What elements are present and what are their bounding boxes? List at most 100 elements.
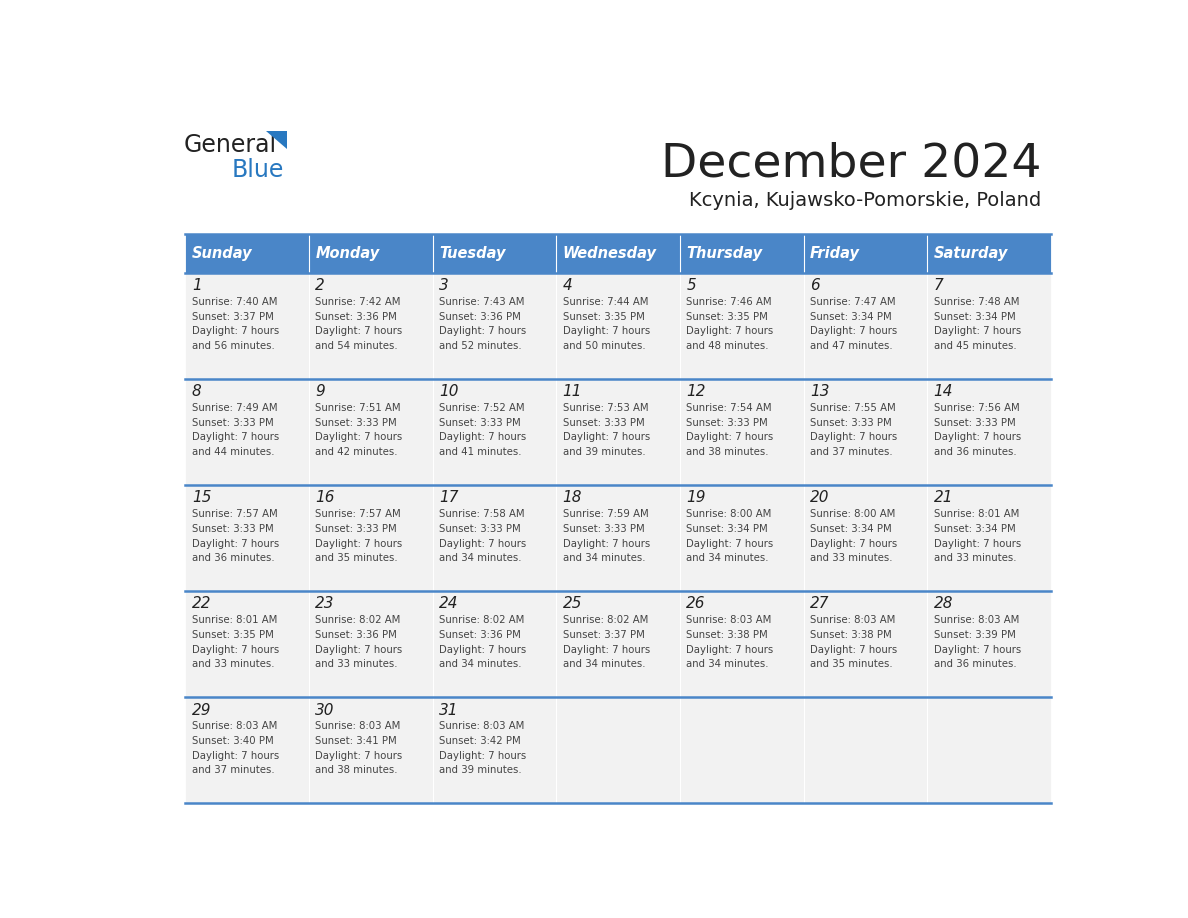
Text: 21: 21 xyxy=(934,490,953,506)
Text: and 56 minutes.: and 56 minutes. xyxy=(191,341,274,352)
Text: 11: 11 xyxy=(563,385,582,399)
Text: Sunrise: 8:00 AM: Sunrise: 8:00 AM xyxy=(810,509,896,519)
Text: Sunset: 3:34 PM: Sunset: 3:34 PM xyxy=(810,523,892,533)
Text: and 33 minutes.: and 33 minutes. xyxy=(315,659,398,669)
Text: Daylight: 7 hours: Daylight: 7 hours xyxy=(810,644,897,655)
Text: 13: 13 xyxy=(810,385,829,399)
Text: Sunrise: 7:42 AM: Sunrise: 7:42 AM xyxy=(315,297,400,307)
Text: 23: 23 xyxy=(315,597,335,611)
Text: Sunrise: 8:00 AM: Sunrise: 8:00 AM xyxy=(687,509,772,519)
Text: 12: 12 xyxy=(687,385,706,399)
Text: and 35 minutes.: and 35 minutes. xyxy=(810,659,892,669)
Text: December 2024: December 2024 xyxy=(661,142,1042,187)
Text: 10: 10 xyxy=(440,385,459,399)
Text: Sunrise: 7:52 AM: Sunrise: 7:52 AM xyxy=(440,403,525,413)
Text: and 33 minutes.: and 33 minutes. xyxy=(191,659,274,669)
Text: Sunset: 3:42 PM: Sunset: 3:42 PM xyxy=(440,735,520,745)
Text: 3: 3 xyxy=(440,278,449,294)
Text: Sunset: 3:38 PM: Sunset: 3:38 PM xyxy=(810,630,892,640)
Bar xyxy=(556,234,680,273)
Text: Sunrise: 7:51 AM: Sunrise: 7:51 AM xyxy=(315,403,402,413)
Bar xyxy=(927,591,1051,697)
Bar xyxy=(309,234,432,273)
Text: Sunset: 3:33 PM: Sunset: 3:33 PM xyxy=(191,523,273,533)
Text: and 34 minutes.: and 34 minutes. xyxy=(687,659,769,669)
Text: Sunrise: 7:49 AM: Sunrise: 7:49 AM xyxy=(191,403,277,413)
Bar xyxy=(680,273,803,379)
Text: 4: 4 xyxy=(563,278,573,294)
Text: 9: 9 xyxy=(315,385,326,399)
Text: Daylight: 7 hours: Daylight: 7 hours xyxy=(440,751,526,761)
Text: and 39 minutes.: and 39 minutes. xyxy=(440,766,522,776)
Bar xyxy=(803,234,927,273)
Text: 22: 22 xyxy=(191,597,211,611)
Text: 30: 30 xyxy=(315,702,335,718)
Text: Sunset: 3:33 PM: Sunset: 3:33 PM xyxy=(810,418,892,428)
Text: and 33 minutes.: and 33 minutes. xyxy=(810,554,892,564)
Text: Sunset: 3:36 PM: Sunset: 3:36 PM xyxy=(440,630,520,640)
Text: and 34 minutes.: and 34 minutes. xyxy=(563,659,645,669)
Text: Daylight: 7 hours: Daylight: 7 hours xyxy=(563,644,650,655)
Text: Sunset: 3:33 PM: Sunset: 3:33 PM xyxy=(440,523,520,533)
Bar xyxy=(927,234,1051,273)
Text: Sunset: 3:33 PM: Sunset: 3:33 PM xyxy=(563,418,644,428)
Text: Friday: Friday xyxy=(810,246,860,261)
Text: Daylight: 7 hours: Daylight: 7 hours xyxy=(563,327,650,337)
Text: Sunset: 3:34 PM: Sunset: 3:34 PM xyxy=(687,523,769,533)
Text: and 36 minutes.: and 36 minutes. xyxy=(191,554,274,564)
Text: Sunrise: 7:44 AM: Sunrise: 7:44 AM xyxy=(563,297,649,307)
Text: Sunrise: 7:57 AM: Sunrise: 7:57 AM xyxy=(315,509,402,519)
Bar xyxy=(680,697,803,803)
Text: and 37 minutes.: and 37 minutes. xyxy=(191,766,274,776)
Text: Sunrise: 7:53 AM: Sunrise: 7:53 AM xyxy=(563,403,649,413)
Text: Daylight: 7 hours: Daylight: 7 hours xyxy=(563,432,650,442)
Text: 6: 6 xyxy=(810,278,820,294)
Bar xyxy=(680,234,803,273)
Bar xyxy=(680,485,803,591)
Text: Sunset: 3:37 PM: Sunset: 3:37 PM xyxy=(563,630,645,640)
Text: Daylight: 7 hours: Daylight: 7 hours xyxy=(563,539,650,549)
Text: Daylight: 7 hours: Daylight: 7 hours xyxy=(687,644,773,655)
Text: Sunrise: 7:57 AM: Sunrise: 7:57 AM xyxy=(191,509,278,519)
Text: Wednesday: Wednesday xyxy=(563,246,657,261)
Bar xyxy=(680,591,803,697)
Text: Daylight: 7 hours: Daylight: 7 hours xyxy=(191,327,279,337)
Bar xyxy=(556,273,680,379)
Text: Daylight: 7 hours: Daylight: 7 hours xyxy=(191,539,279,549)
Text: 27: 27 xyxy=(810,597,829,611)
Text: Sunrise: 7:54 AM: Sunrise: 7:54 AM xyxy=(687,403,772,413)
Text: Sunset: 3:41 PM: Sunset: 3:41 PM xyxy=(315,735,397,745)
Text: Daylight: 7 hours: Daylight: 7 hours xyxy=(191,432,279,442)
Text: and 37 minutes.: and 37 minutes. xyxy=(810,447,892,457)
Text: Sunrise: 8:01 AM: Sunrise: 8:01 AM xyxy=(934,509,1019,519)
Text: and 50 minutes.: and 50 minutes. xyxy=(563,341,645,352)
Bar xyxy=(432,234,556,273)
Text: and 48 minutes.: and 48 minutes. xyxy=(687,341,769,352)
Bar xyxy=(556,591,680,697)
Text: and 47 minutes.: and 47 minutes. xyxy=(810,341,892,352)
Text: and 52 minutes.: and 52 minutes. xyxy=(440,341,522,352)
Text: Sunset: 3:35 PM: Sunset: 3:35 PM xyxy=(687,311,769,321)
Text: and 35 minutes.: and 35 minutes. xyxy=(315,554,398,564)
Bar xyxy=(185,697,309,803)
Bar xyxy=(803,591,927,697)
Text: Sunrise: 7:40 AM: Sunrise: 7:40 AM xyxy=(191,297,277,307)
Text: 19: 19 xyxy=(687,490,706,506)
Text: and 36 minutes.: and 36 minutes. xyxy=(934,659,1016,669)
Text: Sunrise: 8:03 AM: Sunrise: 8:03 AM xyxy=(934,615,1019,625)
Text: Sunset: 3:33 PM: Sunset: 3:33 PM xyxy=(315,523,397,533)
Text: and 34 minutes.: and 34 minutes. xyxy=(440,659,522,669)
Text: Sunrise: 7:58 AM: Sunrise: 7:58 AM xyxy=(440,509,525,519)
Text: 29: 29 xyxy=(191,702,211,718)
Text: 16: 16 xyxy=(315,490,335,506)
Text: Sunrise: 7:59 AM: Sunrise: 7:59 AM xyxy=(563,509,649,519)
Bar xyxy=(185,485,309,591)
Text: Daylight: 7 hours: Daylight: 7 hours xyxy=(687,539,773,549)
Text: and 41 minutes.: and 41 minutes. xyxy=(440,447,522,457)
Polygon shape xyxy=(266,131,286,149)
Bar xyxy=(680,379,803,485)
Text: and 34 minutes.: and 34 minutes. xyxy=(687,554,769,564)
Bar xyxy=(803,485,927,591)
Text: Sunset: 3:34 PM: Sunset: 3:34 PM xyxy=(810,311,892,321)
Bar xyxy=(556,379,680,485)
